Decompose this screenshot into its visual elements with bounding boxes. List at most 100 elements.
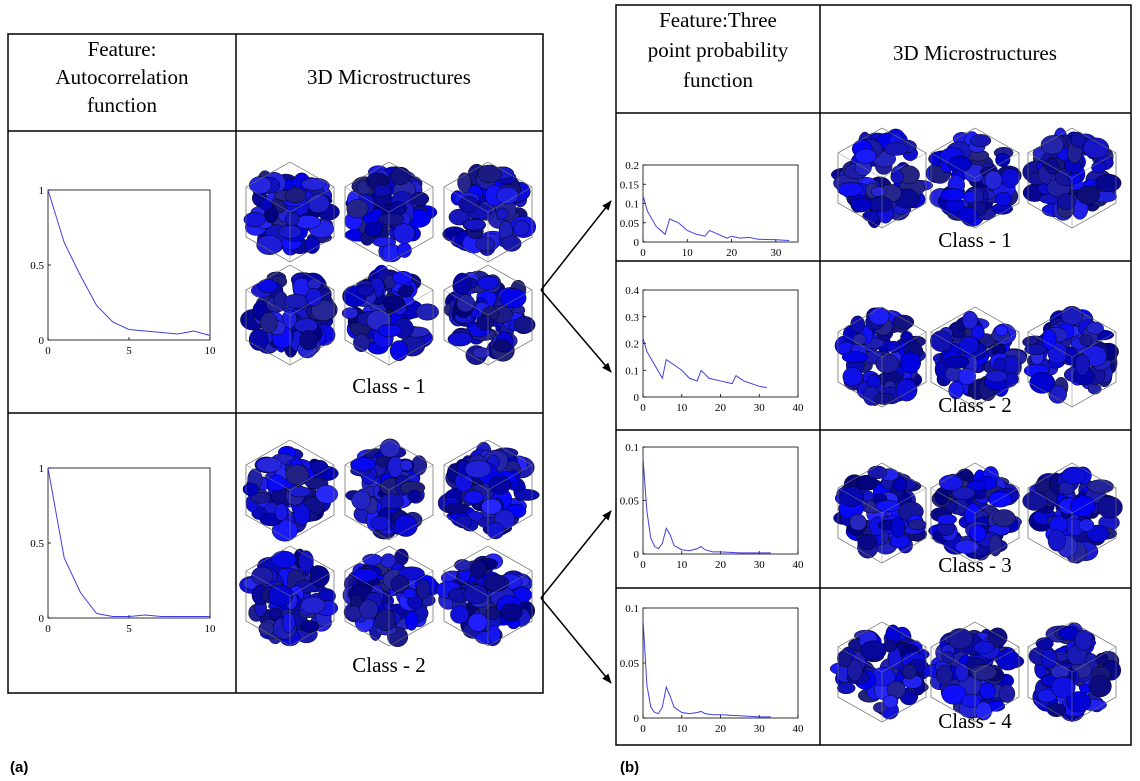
grain <box>405 611 417 631</box>
grain <box>243 483 259 496</box>
y-tick-label: 0.15 <box>620 179 640 191</box>
feature-chart: 00.050.10.150.20102030 <box>620 160 798 259</box>
microstructure <box>830 622 930 722</box>
grain <box>955 663 969 681</box>
grain <box>497 187 519 204</box>
grain <box>403 588 416 598</box>
class-label: Class - 3 <box>938 553 1012 577</box>
grain <box>478 276 499 290</box>
grain <box>1088 384 1101 394</box>
data-line <box>643 196 789 241</box>
y-tick-label: 0 <box>634 549 640 561</box>
grain <box>963 191 976 203</box>
grain <box>1035 479 1050 493</box>
grain <box>1068 173 1081 184</box>
grain <box>484 575 509 592</box>
grain <box>971 134 991 147</box>
grain <box>285 188 306 203</box>
grain <box>900 352 921 373</box>
x-tick-label: 40 <box>793 402 805 414</box>
grain <box>995 192 1011 206</box>
y-tick-label: 1 <box>39 185 45 197</box>
grain <box>454 559 470 571</box>
figure: Feature:Autocorrelationfunction3D Micros… <box>0 0 1140 781</box>
grain <box>868 466 887 479</box>
grain <box>299 330 317 349</box>
grain <box>1077 186 1100 205</box>
grain <box>310 566 329 587</box>
grain <box>837 650 851 667</box>
grain <box>464 585 488 604</box>
grain <box>962 311 978 329</box>
x-tick-label: 10 <box>205 345 217 357</box>
x-tick-label: 5 <box>126 345 132 357</box>
microstructure <box>923 622 1024 722</box>
class-label: Class - 2 <box>938 393 1012 417</box>
grain <box>316 485 338 503</box>
class-label: Class - 1 <box>352 374 426 398</box>
grain <box>308 194 330 213</box>
grain <box>837 682 855 694</box>
grain <box>378 213 404 225</box>
grain <box>468 613 487 631</box>
y-tick-label: 0.1 <box>625 365 639 377</box>
grain <box>359 600 378 619</box>
grain <box>988 491 1011 507</box>
feature-chart: 00.510510 <box>30 463 216 635</box>
arrow <box>541 598 611 683</box>
x-tick-label: 10 <box>676 723 688 735</box>
grain <box>853 334 866 345</box>
x-tick-label: 20 <box>715 402 727 414</box>
grain <box>869 308 889 325</box>
x-tick-label: 0 <box>640 247 646 259</box>
grain <box>1042 329 1056 349</box>
feature-header: function <box>87 93 157 117</box>
x-tick-label: 30 <box>754 723 766 735</box>
microstructure <box>345 439 433 540</box>
grain <box>513 220 529 235</box>
grain <box>930 331 952 352</box>
grain <box>374 185 391 197</box>
grain <box>464 490 484 503</box>
grain <box>937 514 957 525</box>
grain <box>473 347 490 358</box>
microstructure <box>438 440 539 540</box>
grain <box>883 695 898 708</box>
grain <box>487 522 504 539</box>
x-tick-label: 20 <box>715 559 727 571</box>
data-line <box>643 619 771 717</box>
grain <box>390 167 410 185</box>
microstructure <box>239 546 337 646</box>
plot-frame <box>48 190 210 340</box>
grain <box>390 341 408 361</box>
grain <box>500 603 522 621</box>
grain <box>357 285 375 297</box>
image-header: 3D Microstructures <box>307 65 471 89</box>
grain <box>996 649 1020 670</box>
microstructure <box>343 546 440 647</box>
y-tick-label: 0.3 <box>625 312 639 324</box>
grain <box>861 641 887 660</box>
grain <box>256 457 282 472</box>
grain <box>858 534 877 550</box>
grain <box>837 182 863 196</box>
y-tick-label: 0.2 <box>625 160 639 172</box>
arrows <box>541 201 611 683</box>
x-tick-label: 20 <box>726 247 738 259</box>
panel-label: (b) <box>620 759 639 776</box>
y-tick-label: 0.1 <box>625 603 639 615</box>
y-tick-label: 0 <box>39 335 45 347</box>
grain <box>411 192 429 205</box>
grain <box>493 340 511 352</box>
grain <box>850 514 867 530</box>
grain <box>450 606 468 624</box>
grain <box>1023 491 1048 510</box>
microstructure <box>244 162 340 262</box>
image-header: 3D Microstructures <box>893 41 1057 65</box>
x-tick-label: 10 <box>205 623 217 635</box>
grain <box>271 551 296 568</box>
grain <box>1096 174 1121 192</box>
data-line <box>643 338 767 387</box>
grain <box>942 651 954 663</box>
arrow <box>541 511 611 598</box>
